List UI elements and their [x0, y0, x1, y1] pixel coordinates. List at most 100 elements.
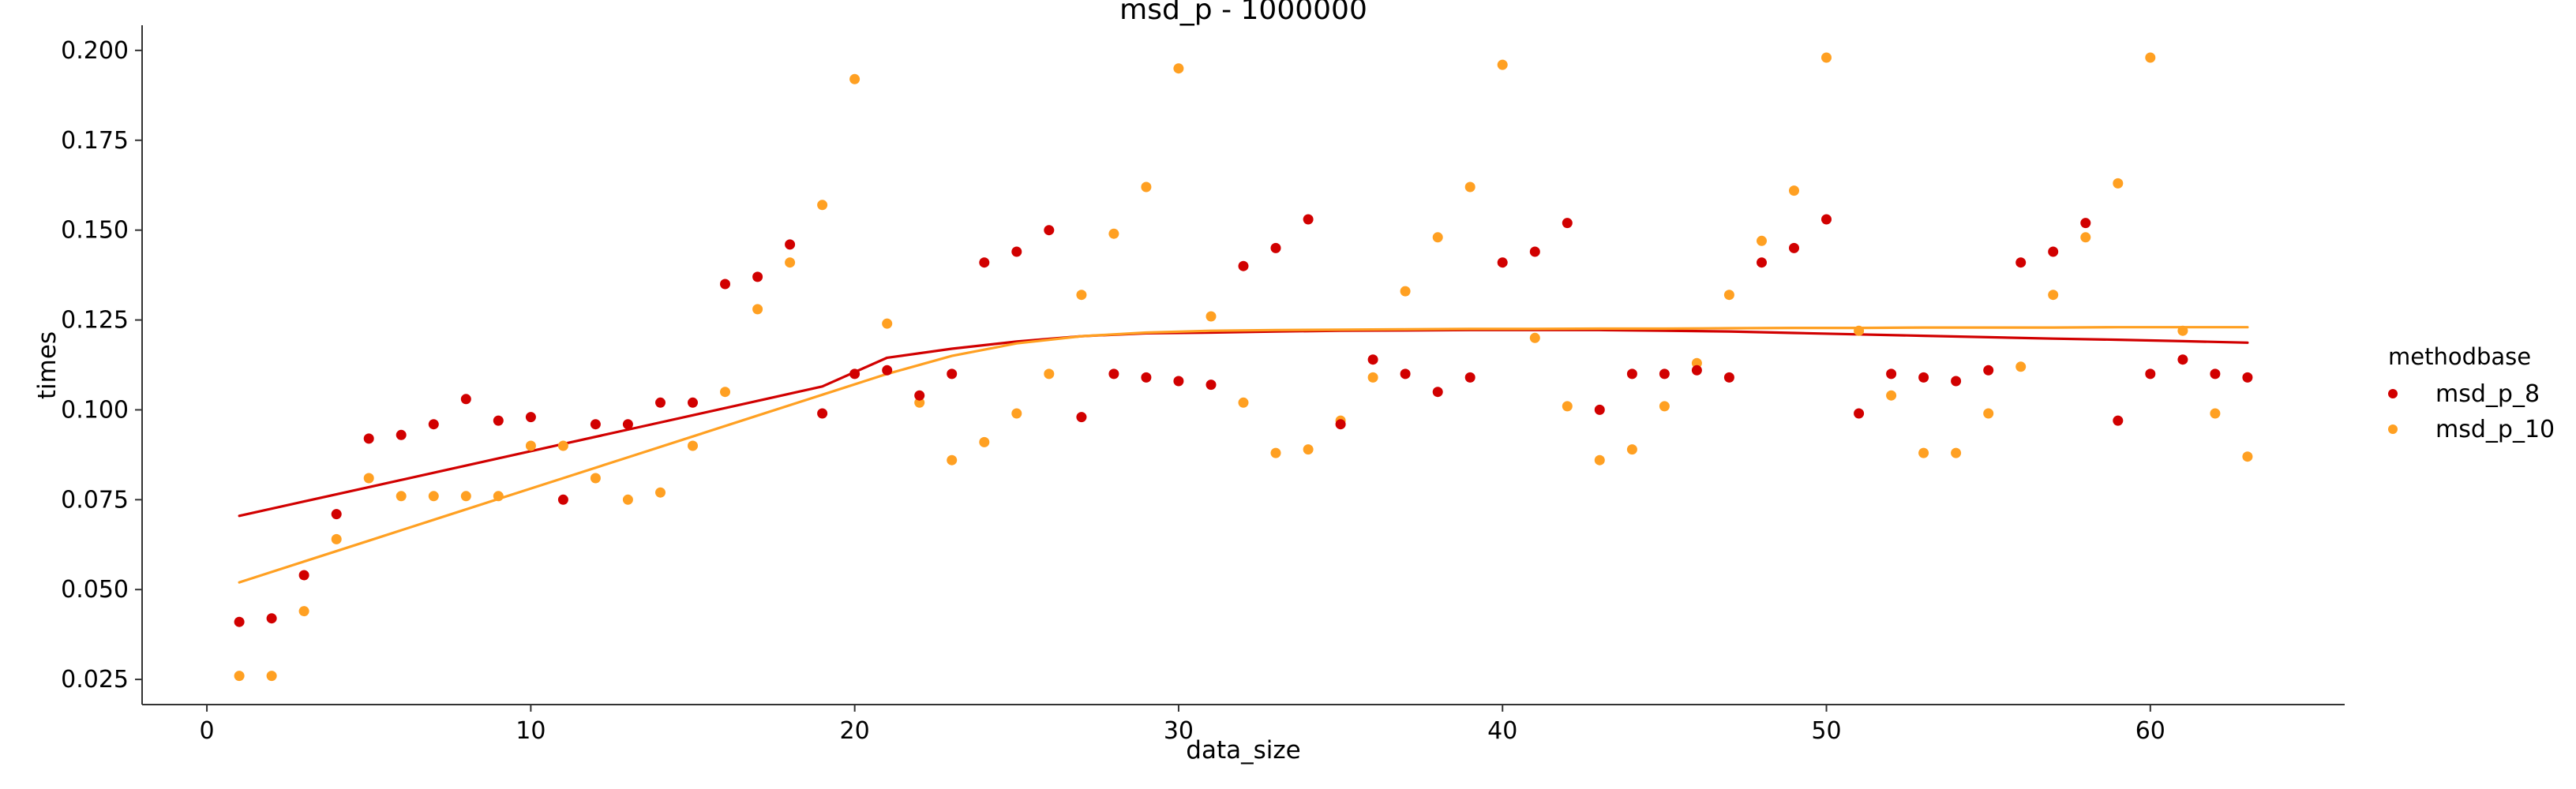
- point-msd-p-10: [1821, 52, 1832, 63]
- point-msd-p-10: [1691, 357, 1702, 368]
- point-msd-p-8: [1626, 368, 1637, 380]
- point-msd-p-8: [2080, 218, 2091, 229]
- point-msd-p-10: [1464, 181, 1475, 193]
- point-msd-p-10: [1011, 408, 1022, 419]
- point-msd-p-8: [363, 433, 374, 444]
- point-msd-p-10: [688, 440, 698, 451]
- point-msd-p-8: [1270, 242, 1281, 253]
- point-msd-p-10: [817, 200, 828, 211]
- point-msd-p-8: [1983, 365, 1994, 376]
- chart-title: msd_p - 1000000: [1119, 0, 1367, 26]
- trend-line-msd-p-10: [238, 326, 2249, 584]
- point-msd-p-10: [2113, 178, 2124, 189]
- point-msd-p-10: [1044, 368, 1055, 380]
- point-msd-p-10: [460, 491, 471, 502]
- point-msd-p-8: [2210, 368, 2221, 380]
- point-msd-p-10: [1432, 232, 1443, 243]
- point-msd-p-10: [785, 257, 796, 268]
- point-msd-p-8: [525, 412, 536, 423]
- point-msd-p-10: [1367, 372, 1378, 383]
- x-tick-label: 40: [1487, 717, 1517, 745]
- point-msd-p-8: [1562, 218, 1573, 229]
- point-msd-p-8: [1206, 380, 1217, 391]
- x-ticks: 0 10 20 30 40 50 60: [200, 705, 2165, 745]
- x-tick-label: 50: [1811, 717, 1841, 745]
- point-msd-p-10: [1497, 59, 1508, 70]
- point-msd-p-10: [1400, 286, 1411, 297]
- point-msd-p-8: [849, 368, 861, 380]
- point-msd-p-8: [234, 616, 245, 627]
- x-tick-label: 0: [200, 717, 215, 745]
- trend-lines: [238, 326, 2249, 584]
- point-msd-p-8: [785, 239, 796, 250]
- point-msd-p-10: [1854, 325, 1865, 336]
- point-msd-p-10: [1659, 401, 1670, 412]
- point-msd-p-8: [557, 494, 568, 505]
- point-msd-p-8: [2242, 372, 2253, 383]
- point-msd-p-8: [2177, 354, 2188, 365]
- point-msd-p-8: [1529, 246, 1540, 257]
- x-tick-label: 60: [2135, 717, 2165, 745]
- point-msd-p-10: [1238, 397, 1249, 408]
- legend-label-msd-p-8: msd_p_8: [2435, 380, 2540, 408]
- x-tick-label: 30: [1164, 717, 1194, 745]
- point-msd-p-10: [1076, 290, 1087, 301]
- point-msd-p-10: [1594, 454, 1605, 466]
- point-msd-p-10: [298, 606, 309, 617]
- y-tick-label: 0.025: [61, 666, 129, 694]
- point-msd-p-8: [1497, 257, 1508, 268]
- point-msd-p-8: [882, 365, 893, 376]
- point-msd-p-10: [1886, 390, 1897, 401]
- point-msd-p-8: [1691, 365, 1702, 376]
- point-msd-p-10: [1303, 444, 1314, 455]
- point-msd-p-8: [1659, 368, 1670, 380]
- point-msd-p-8: [1367, 354, 1378, 365]
- point-msd-p-8: [1335, 419, 1346, 430]
- data-points: [234, 52, 2253, 682]
- point-msd-p-10: [428, 491, 439, 502]
- point-msd-p-8: [1886, 368, 1897, 380]
- point-msd-p-10: [363, 473, 374, 484]
- point-msd-p-8: [493, 415, 504, 426]
- y-tick-label: 0.175: [61, 127, 129, 155]
- point-msd-p-8: [1044, 225, 1055, 236]
- legend-label-msd-p-10: msd_p_10: [2435, 416, 2555, 443]
- point-msd-p-10: [1789, 185, 1799, 196]
- point-msd-p-8: [2048, 246, 2059, 257]
- point-msd-p-10: [2080, 232, 2091, 243]
- y-tick-label: 0.100: [61, 396, 129, 424]
- legend-marker-msd-p-8: [2388, 389, 2398, 398]
- point-msd-p-10: [1983, 408, 1994, 419]
- x-tick-label: 10: [516, 717, 546, 745]
- point-msd-p-8: [1141, 372, 1152, 383]
- point-msd-p-8: [1854, 408, 1865, 419]
- point-msd-p-10: [914, 397, 925, 408]
- x-tick-label: 20: [840, 717, 870, 745]
- point-msd-p-8: [752, 271, 763, 282]
- x-axis-label: data_size: [1186, 736, 1300, 765]
- point-msd-p-8: [817, 408, 828, 419]
- y-axis-label: times: [33, 331, 62, 399]
- point-msd-p-8: [914, 390, 925, 401]
- point-msd-p-10: [1173, 63, 1184, 74]
- y-tick-label: 0.150: [61, 217, 129, 245]
- point-msd-p-8: [688, 397, 698, 408]
- point-msd-p-10: [752, 304, 763, 315]
- point-msd-p-10: [1206, 311, 1217, 322]
- point-msd-p-8: [1238, 260, 1249, 271]
- point-msd-p-10: [493, 491, 504, 502]
- point-msd-p-10: [2242, 451, 2253, 462]
- point-msd-p-10: [979, 436, 990, 447]
- point-msd-p-10: [622, 494, 633, 505]
- point-msd-p-10: [590, 473, 601, 484]
- point-msd-p-10: [1270, 447, 1281, 458]
- point-msd-p-8: [720, 279, 730, 290]
- y-ticks: 0.025 0.050 0.075 0.100 0.125 0.150 0.175 0.200: [61, 37, 142, 694]
- point-msd-p-8: [1951, 376, 1962, 387]
- point-msd-p-8: [2113, 415, 2124, 426]
- point-msd-p-8: [298, 570, 309, 581]
- y-tick-label: 0.050: [61, 576, 129, 604]
- point-msd-p-10: [1723, 290, 1734, 301]
- point-msd-p-10: [1626, 444, 1637, 455]
- point-msd-p-8: [655, 397, 666, 408]
